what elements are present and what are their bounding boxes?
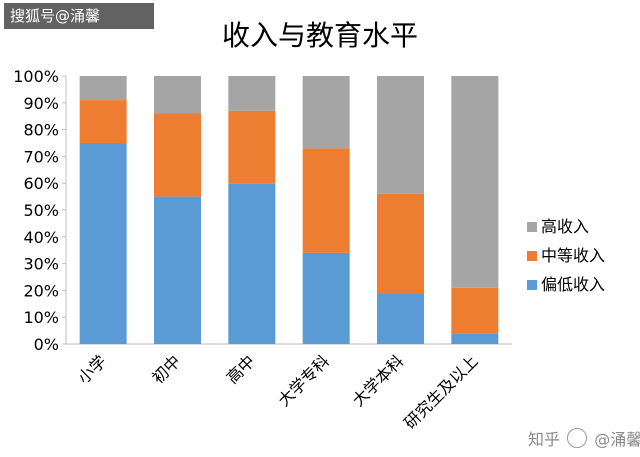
watermark-top: 搜狐号@涌馨 [4,3,154,29]
legend-label: 中等收入 [541,246,605,265]
bar-segment-0 [302,252,350,344]
y-tick-label: 0% [34,335,59,354]
y-tick-label: 20% [23,281,59,300]
x-tick-label: 小学 [74,351,110,387]
bar-segment-1 [79,100,127,143]
bar-segment-2 [302,76,350,149]
y-tick-label: 80% [23,121,59,140]
bar-segment-2 [228,76,276,111]
legend-label: 高收入 [541,217,589,236]
watermark-logo-icon [567,428,588,448]
bar-segment-1 [302,148,350,253]
legend-label: 偏低收入 [541,275,605,294]
x-tick-label: 初中 [148,351,184,387]
y-tick-label: 30% [23,255,59,274]
bar-segment-2 [451,76,499,288]
y-tick-label: 90% [23,94,59,113]
bar-segment-1 [451,287,499,334]
bar-segment-2 [377,76,424,194]
x-tick-label: 研究生及以上 [400,351,481,432]
bar-segment-0 [79,143,127,344]
bar-segment-2 [154,76,201,114]
y-tick-label: 50% [23,201,59,220]
legend-swatch [527,222,537,232]
y-tick-label: 70% [23,147,59,166]
x-tick-label: 大学专科 [274,351,333,410]
y-tick-label: 40% [23,228,59,247]
bar-segment-0 [377,293,424,344]
y-tick-label: 60% [23,174,59,193]
x-tick-label: 高中 [223,351,259,387]
chart-title: 收入与教育水平 [221,19,418,52]
watermark-site: 知乎 [528,430,561,449]
watermark-handle: @涌馨 [594,430,640,449]
bar-segment-0 [228,183,276,344]
x-tick-label: 大学本科 [349,351,408,410]
legend-swatch [527,251,537,261]
bar-segment-2 [79,76,127,101]
legend-swatch [527,280,537,290]
bar-segment-0 [451,333,499,344]
bar-segment-1 [154,113,201,197]
bar-segment-1 [228,110,276,184]
bar-segment-0 [154,196,201,344]
bar-segment-1 [377,193,424,294]
watermark-bottom: 知乎 @涌馨 [528,426,640,450]
y-tick-label: 100% [13,67,59,86]
y-tick-label: 10% [23,308,59,327]
